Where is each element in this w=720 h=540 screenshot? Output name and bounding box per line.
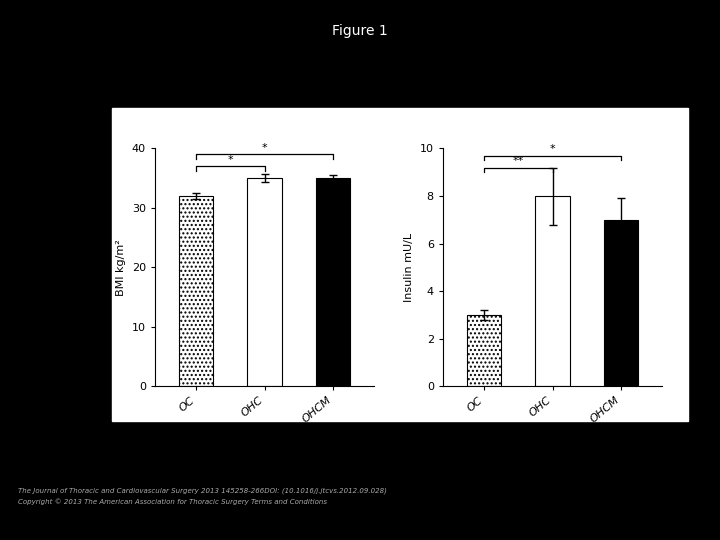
- Text: Copyright © 2013 The American Association for Thoracic Surgery Terms and Conditi: Copyright © 2013 The American Associatio…: [18, 498, 327, 505]
- Text: *: *: [262, 143, 267, 153]
- Text: *: *: [550, 144, 555, 154]
- Bar: [536, 196, 570, 386]
- Text: The Journal of Thoracic and Cardiovascular Surgery 2013 145258-266DOI: (10.1016/: The Journal of Thoracic and Cardiovascul…: [18, 488, 387, 494]
- Text: **: **: [513, 156, 524, 166]
- Text: *: *: [228, 155, 233, 165]
- Bar: [604, 220, 639, 386]
- Bar: [248, 178, 282, 386]
- Bar: [179, 196, 213, 386]
- Bar: [316, 178, 351, 386]
- Y-axis label: Insulin mU/L: Insulin mU/L: [404, 233, 414, 302]
- Bar: [467, 315, 501, 386]
- Text: Figure 1: Figure 1: [332, 24, 388, 38]
- Y-axis label: BMI kg/m²: BMI kg/m²: [116, 239, 126, 296]
